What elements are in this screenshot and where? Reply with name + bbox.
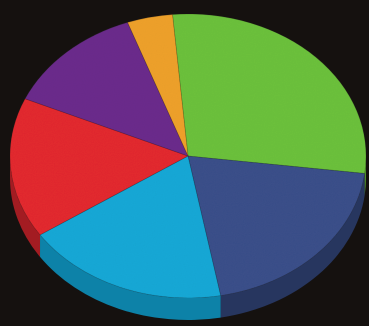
pie-slice-3 bbox=[39, 155, 222, 299]
pie-slice-side-3 bbox=[40, 234, 221, 320]
pie-slice-side-2 bbox=[220, 173, 365, 318]
pie-slice-6 bbox=[127, 14, 189, 157]
pie-slice-4 bbox=[9, 98, 189, 236]
pie-slice-5 bbox=[24, 21, 189, 157]
pie-slice-2 bbox=[187, 155, 366, 297]
pie-slice-1 bbox=[172, 13, 367, 174]
pie-slice-side-4 bbox=[10, 156, 41, 257]
pie-top-face bbox=[9, 13, 367, 299]
